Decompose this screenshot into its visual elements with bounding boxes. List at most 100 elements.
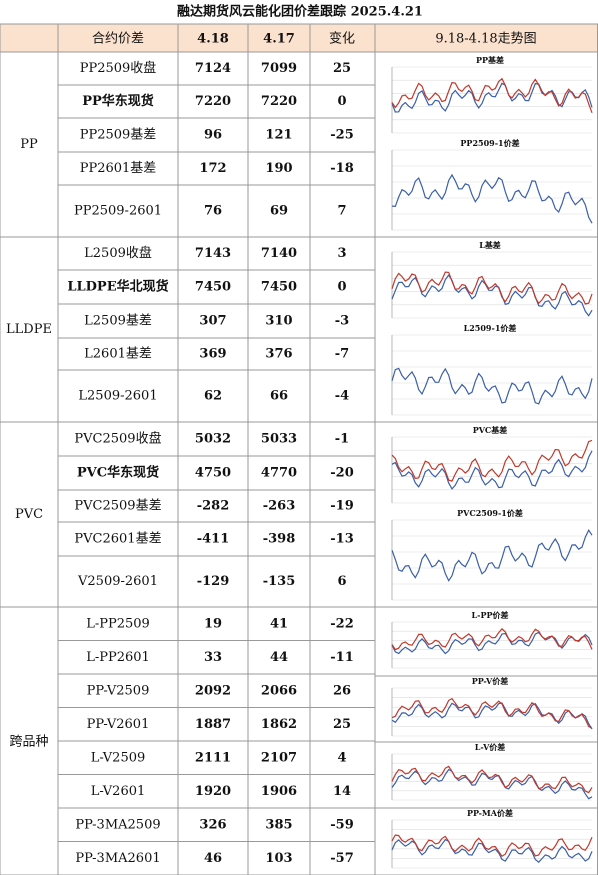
trend-sketch [391, 834, 593, 858]
value-change: 0 [337, 94, 346, 109]
mini-chart-title: PP-V价差 [472, 676, 509, 686]
value-change: -19 [330, 499, 354, 514]
mini-chart-title: L2509-1价差 [464, 323, 517, 333]
table-title: 融达期货风云能化团价差跟踪 2025.4.21 [177, 4, 423, 20]
value-4-18: 5032 [195, 432, 231, 447]
value-4-17: 1906 [261, 784, 297, 799]
row-name: PVC华东现货 [77, 465, 159, 481]
trend-sketch [391, 765, 593, 794]
row-name: PP-V2509 [87, 683, 150, 698]
value-4-18: 19 [204, 616, 222, 631]
value-4-18: 7450 [195, 280, 231, 295]
mini-chart-title: L-V价差 [475, 742, 506, 752]
value-4-17: 190 [265, 161, 292, 176]
mini-chart-title: PP基差 [476, 55, 504, 65]
trend-sketch [391, 274, 593, 317]
row-name: LLDPE华北现货 [67, 279, 168, 295]
mini-chart-title: L基差 [479, 240, 501, 250]
value-4-17: 66 [270, 389, 288, 404]
row-name: L-V2509 [91, 750, 146, 765]
value-change: 6 [337, 574, 346, 589]
value-change: 25 [333, 61, 351, 76]
trend-sketch [391, 271, 593, 305]
value-change: 4 [337, 750, 346, 765]
header-col2: 4.17 [263, 32, 295, 47]
trend-sketch [391, 528, 593, 582]
value-4-17: 2107 [261, 750, 297, 765]
value-change: -3 [335, 314, 349, 329]
value-4-17: 5033 [261, 432, 297, 447]
value-4-18: 76 [204, 204, 222, 219]
header-col1: 4.18 [197, 32, 229, 47]
value-4-17: 385 [265, 817, 292, 832]
value-4-17: -398 [263, 532, 296, 547]
value-4-18: 4750 [195, 466, 231, 481]
trend-sketch [391, 77, 593, 114]
value-change: 25 [333, 717, 351, 732]
value-4-18: 33 [204, 650, 222, 665]
value-4-18: 1887 [195, 717, 231, 732]
trend-sketch [391, 439, 593, 482]
value-4-17: 121 [265, 128, 292, 143]
header-name: 合约价差 [92, 32, 144, 47]
value-4-18: -129 [197, 574, 230, 589]
value-4-18: 326 [199, 817, 226, 832]
mini-chart-title: PP2509-1价差 [460, 138, 519, 148]
row-name: PP-V2601 [87, 717, 150, 732]
value-4-17: 7220 [261, 94, 297, 109]
header-chart: 9.18-4.18走势图 [435, 31, 536, 47]
value-4-18: 7124 [195, 61, 231, 76]
value-change: -11 [330, 650, 354, 665]
value-change: 14 [333, 784, 351, 799]
trend-sketch [391, 838, 593, 864]
row-name: PVC2601基差 [74, 532, 161, 547]
header-row [0, 24, 598, 52]
value-change: -25 [330, 128, 354, 143]
value-4-18: 1920 [195, 784, 231, 799]
trend-sketch [391, 697, 593, 729]
trend-sketch [391, 450, 593, 490]
value-change: 7 [337, 204, 346, 219]
group-name: 跨品种 [9, 735, 48, 750]
row-name: PP-3MA2509 [75, 817, 160, 832]
row-name: L-V2601 [91, 784, 146, 799]
row-name: L2509基差 [84, 314, 152, 329]
value-change: -7 [335, 347, 349, 362]
row-name: PP2601基差 [80, 161, 157, 176]
value-4-18: -282 [197, 499, 230, 514]
row-name: PP2509收盘 [80, 60, 157, 76]
row-name: PVC2509收盘 [74, 431, 161, 447]
value-4-18: -411 [197, 532, 230, 547]
row-name: PP-3MA2601 [75, 851, 160, 866]
value-4-17: 41 [270, 616, 288, 631]
row-name: L2509收盘 [84, 245, 152, 261]
row-name: PP华东现货 [82, 93, 154, 109]
value-4-17: 103 [265, 851, 292, 866]
row-name: L2509-2601 [78, 389, 157, 404]
trend-sketch [391, 367, 593, 405]
row-name: L-PP2601 [86, 650, 150, 665]
value-4-18: 96 [204, 128, 222, 143]
value-4-17: 7140 [261, 246, 297, 261]
value-change: -22 [330, 616, 354, 631]
value-change: 0 [337, 280, 346, 295]
trend-sketch [391, 631, 593, 655]
value-change: 26 [333, 683, 351, 698]
mini-chart-title: PVC2509-1价差 [457, 508, 523, 518]
value-4-17: -263 [263, 499, 296, 514]
mini-chart-title: L-PP价差 [472, 610, 509, 620]
mini-chart-title: PVC基差 [473, 425, 508, 435]
row-name: L-PP2509 [86, 616, 150, 631]
value-change: -4 [335, 389, 349, 404]
group-name: LLDPE [6, 322, 52, 337]
value-4-17: 7099 [261, 61, 297, 76]
value-change: -57 [330, 851, 354, 866]
header-change: 变化 [329, 31, 355, 47]
value-4-17: 2066 [261, 683, 297, 698]
value-change: -18 [330, 161, 354, 176]
value-4-17: 69 [270, 204, 288, 219]
value-4-18: 7220 [195, 94, 231, 109]
value-4-18: 7143 [195, 246, 231, 261]
